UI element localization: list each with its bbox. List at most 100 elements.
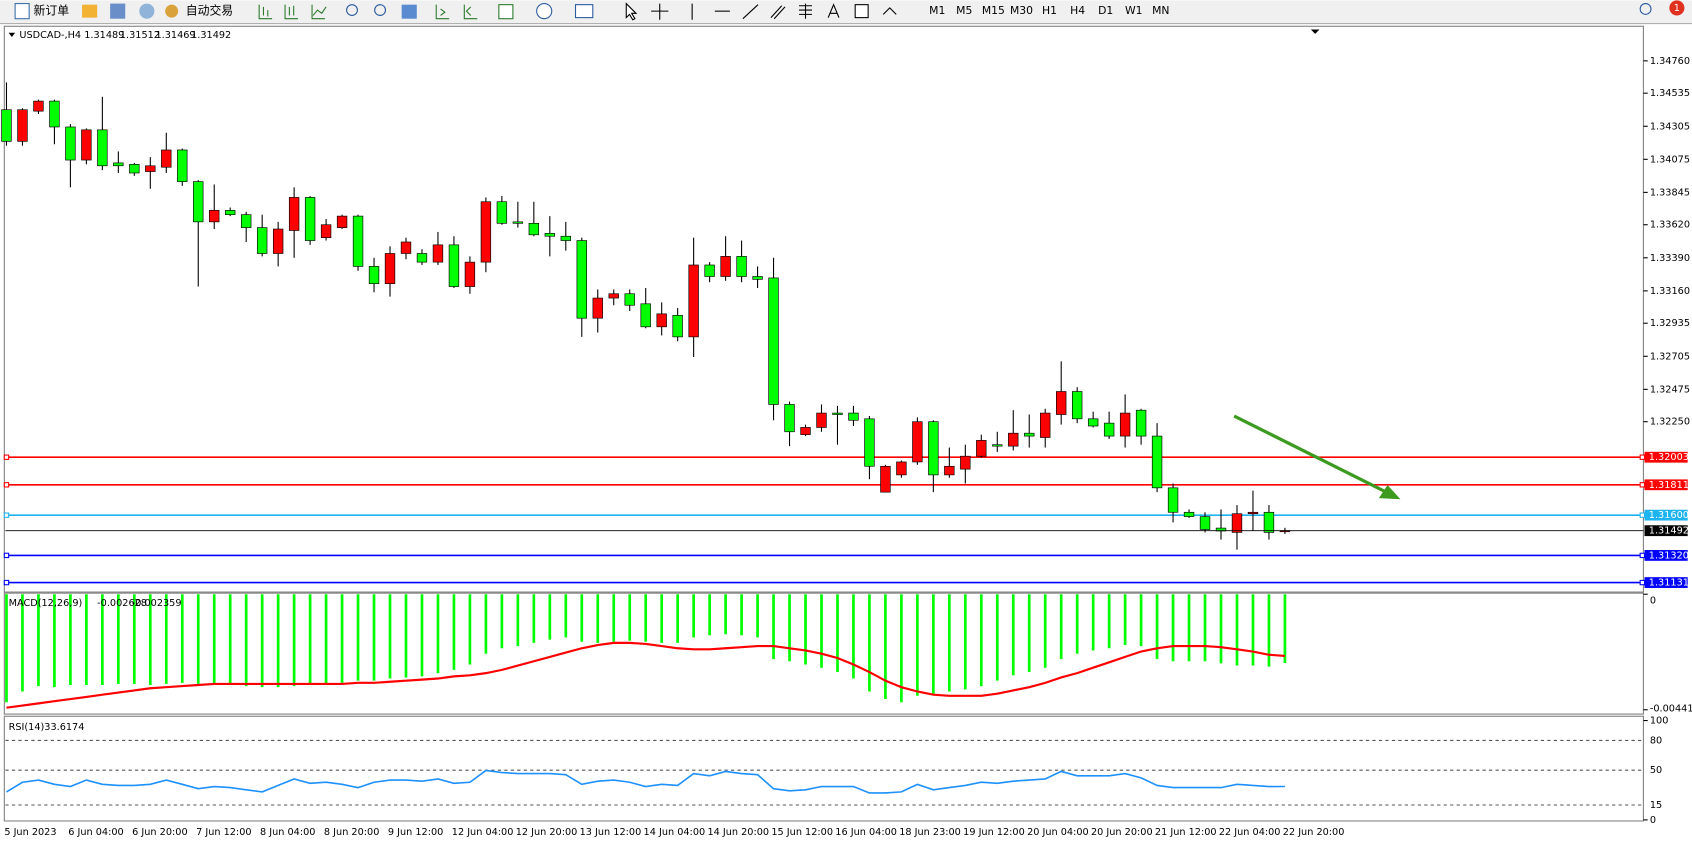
level-handle: [3, 454, 10, 460]
timeframe-button[interactable]: M30: [1010, 4, 1033, 17]
toolbar-icon[interactable]: [110, 3, 126, 19]
candle-body: [576, 240, 587, 319]
x-tick-label: 6 Jun 04:00: [68, 827, 123, 838]
y-tick-label: 80: [1650, 735, 1662, 746]
level-label-bg: [1644, 451, 1688, 463]
auto-trading-icon[interactable]: [165, 4, 179, 18]
y-tick-label: 1.34760: [1650, 56, 1690, 67]
level-handle: [3, 512, 10, 518]
arrows-tool[interactable]: [882, 7, 897, 15]
channel-tool[interactable]: [770, 5, 786, 20]
candle-body: [432, 244, 444, 263]
timeframe-button[interactable]: M5: [956, 4, 972, 17]
fibo-tool[interactable]: [799, 3, 812, 19]
x-tick-label: 21 Jun 12:00: [1155, 827, 1217, 838]
candle-body: [81, 129, 92, 161]
symbol-label: USDCAD-,H4: [19, 30, 81, 41]
x-tick-label: 7 Jun 12:00: [196, 827, 251, 838]
candle-body: [1199, 516, 1211, 530]
y-tick-label: 1.34535: [1650, 88, 1690, 99]
x-tick-label: 14 Jun 20:00: [707, 827, 769, 838]
crosshair-tool[interactable]: [651, 3, 669, 20]
timeframe-button[interactable]: W1: [1125, 4, 1143, 17]
timeframe-button[interactable]: M1: [929, 4, 945, 17]
toolbar-icon[interactable]: [284, 4, 299, 20]
ohlc-value: 1.31512: [120, 30, 160, 41]
zoom-in[interactable]: [346, 4, 358, 17]
notifications-badge[interactable]: [1669, 0, 1685, 16]
symbol-menu[interactable]: [8, 32, 16, 38]
x-tick-label: 12 Jun 20:00: [516, 827, 578, 838]
candle-body: [97, 129, 108, 167]
candle-body: [1040, 412, 1051, 438]
level-handle: [3, 552, 10, 559]
candle-body: [544, 233, 556, 237]
cursor-tool[interactable]: [625, 2, 638, 21]
level-handle: [1639, 482, 1646, 488]
timeframe-button[interactable]: M15: [982, 4, 1005, 17]
toolbar-icons: [258, 4, 327, 20]
toolbar-icon[interactable]: [139, 3, 155, 19]
y-tick-label: 1.32250: [1650, 417, 1690, 428]
indicators[interactable]: [498, 4, 514, 20]
candle-body: [528, 222, 540, 236]
indicator-title: RSI(14): [9, 722, 45, 733]
candle-body: [752, 276, 763, 280]
candle-body: [288, 197, 300, 231]
x-tick-label: 20 Jun 20:00: [1091, 827, 1153, 838]
candle-body: [608, 293, 619, 299]
toolbar-icon[interactable]: [82, 4, 98, 18]
indicator-title: MACD(12,26,9): [9, 598, 83, 609]
y-tick-label: 1.32705: [1650, 351, 1690, 362]
candle-body: [1024, 432, 1035, 437]
candle-body: [624, 293, 635, 306]
candle-body: [416, 253, 428, 263]
candle-body: [225, 210, 236, 215]
candle-body: [768, 277, 779, 405]
level-handle: [3, 482, 10, 488]
y-tick-label: 1.34075: [1650, 154, 1690, 165]
candle-body: [480, 201, 492, 263]
timeframe-button[interactable]: MN: [1152, 4, 1169, 17]
search[interactable]: [1639, 3, 1652, 15]
zoom-out[interactable]: [374, 4, 387, 17]
toolbar-icon[interactable]: [463, 4, 478, 20]
candle-body: [496, 201, 508, 224]
candle-body: [848, 412, 859, 421]
candle-body: [1056, 391, 1067, 415]
candle-body: [912, 421, 923, 463]
trendline-tool[interactable]: [742, 4, 759, 20]
ohlc-value: 1.31489: [84, 30, 124, 41]
auto-trading-button[interactable]: 自动交易: [186, 4, 233, 18]
x-tick-label: 14 Jun 04:00: [644, 827, 706, 838]
label-tool[interactable]: [854, 4, 869, 19]
new-order-button[interactable]: 新订单: [33, 4, 69, 18]
new-order-icon[interactable]: [14, 3, 30, 20]
periods[interactable]: [536, 3, 553, 20]
candle-body: [320, 224, 332, 239]
timeframe-button[interactable]: H1: [1042, 4, 1057, 17]
y-tick-label: 100: [1650, 716, 1669, 727]
x-tick-label: 22 Jun 04:00: [1219, 827, 1281, 838]
text-tool[interactable]: [827, 3, 840, 18]
timeframe-button[interactable]: H4: [1070, 4, 1085, 17]
candle-body: [1135, 409, 1147, 437]
y-tick-label: -0.004415: [1650, 704, 1692, 715]
toolbar-icon[interactable]: [401, 4, 417, 19]
candle-body: [384, 253, 396, 285]
candle-body: [304, 197, 316, 241]
x-tick-label: 12 Jun 04:00: [452, 827, 514, 838]
candle-body: [720, 256, 731, 277]
x-tick-label: 6 Jun 20:00: [132, 827, 187, 838]
toolbar-icon[interactable]: [258, 4, 273, 20]
toolbar-icon[interactable]: [435, 4, 450, 20]
candle-body: [177, 149, 188, 182]
templates[interactable]: [574, 4, 594, 19]
toolbar-icon[interactable]: [311, 4, 327, 20]
timeframe-button[interactable]: D1: [1098, 4, 1113, 17]
candle-body: [656, 313, 667, 328]
indicator-value: 33.6174: [44, 722, 84, 733]
current-price-bg: [1644, 525, 1688, 537]
